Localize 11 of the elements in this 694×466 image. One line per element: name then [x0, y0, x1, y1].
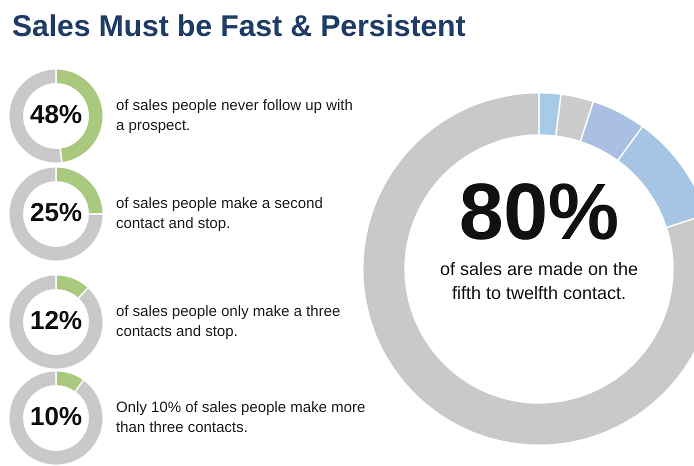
text: Only 10% of sales people make more than three contacts.: [116, 398, 366, 438]
data-label: 10%: [30, 401, 82, 432]
text: of sales are made on the fifth to twelfth contact.: [439, 258, 639, 306]
text: of sales people never follow up with a prospect.: [116, 96, 354, 136]
data-label: 25%: [30, 197, 82, 228]
data-label: 12%: [30, 305, 82, 336]
text: of sales people make a second contact and stop.: [116, 194, 324, 234]
data-label: 80%: [458, 167, 620, 256]
text: of sales people only make a three contacts and stop.: [116, 302, 342, 342]
data-label: 48%: [30, 99, 82, 130]
text: Sales Must be Fast & Persistent: [12, 10, 466, 44]
